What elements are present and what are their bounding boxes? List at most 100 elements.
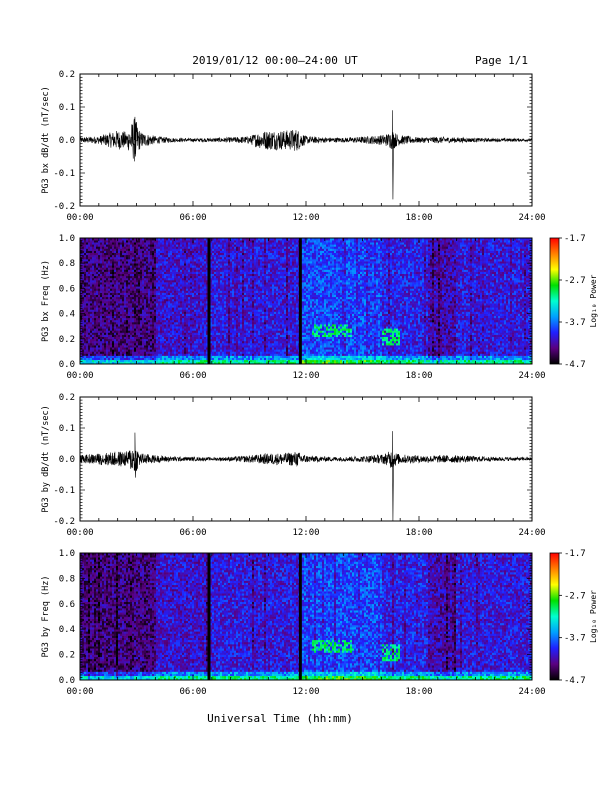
heatmap-cell: [236, 242, 238, 244]
heatmap-cell: [114, 280, 116, 282]
heatmap-cell: [94, 280, 96, 282]
heatmap-cell: [160, 312, 162, 314]
heatmap-cell: [214, 291, 216, 293]
heatmap-cell: [230, 320, 232, 322]
heatmap-cell: [86, 255, 88, 257]
heatmap-cell: [166, 341, 168, 343]
heatmap-cell: [176, 282, 178, 284]
heatmap-cell: [148, 274, 150, 276]
heatmap-cell: [194, 288, 196, 290]
heatmap-cell: [154, 309, 156, 311]
heatmap-cell: [138, 351, 140, 353]
heatmap-cell: [130, 265, 132, 267]
heatmap-cell: [142, 295, 144, 297]
heatmap-cell: [98, 280, 100, 282]
heatmap-cell: [220, 288, 222, 290]
heatmap-cell: [146, 242, 148, 244]
heatmap-cell: [128, 286, 130, 288]
heatmap-cell: [144, 333, 146, 335]
heatmap-cell: [88, 263, 90, 265]
heatmap-cell: [172, 246, 174, 248]
heatmap-cell: [118, 326, 120, 328]
heatmap-cell: [152, 288, 154, 290]
heatmap-cell: [212, 333, 214, 335]
heatmap-cell: [82, 251, 84, 253]
heatmap-cell: [158, 242, 160, 244]
heatmap-cell: [138, 274, 140, 276]
heatmap-cell: [236, 299, 238, 301]
heatmap-cell: [224, 257, 226, 259]
heatmap-cell: [170, 360, 172, 362]
heatmap-cell: [234, 242, 236, 244]
heatmap-cell: [120, 320, 122, 322]
heatmap-cell: [88, 278, 90, 280]
heatmap-cell: [176, 303, 178, 305]
heatmap-cell: [182, 316, 184, 318]
heatmap-cell: [200, 295, 202, 297]
heatmap-cell: [198, 255, 200, 257]
heatmap-cell: [156, 309, 158, 311]
heatmap-cell: [94, 305, 96, 307]
heatmap-cell: [170, 320, 172, 322]
heatmap-cell: [234, 257, 236, 259]
heatmap-cell: [94, 320, 96, 322]
heatmap-cell: [236, 330, 238, 332]
heatmap-cell: [182, 345, 184, 347]
heatmap-cell: [136, 284, 138, 286]
heatmap-cell: [184, 297, 186, 299]
heatmap-cell: [164, 255, 166, 257]
heatmap-cell: [226, 291, 228, 293]
heatmap-cell: [194, 286, 196, 288]
heatmap-cell: [186, 309, 188, 311]
heatmap-cell: [230, 257, 232, 259]
heatmap-cell: [184, 274, 186, 276]
heatmap-cell: [82, 259, 84, 261]
heatmap-cell: [194, 318, 196, 320]
heatmap-cell: [122, 251, 124, 253]
heatmap-cell: [106, 337, 108, 339]
heatmap-cell: [166, 257, 168, 259]
heatmap-cell: [96, 249, 98, 251]
heatmap-cell: [126, 330, 128, 332]
heatmap-cell: [84, 328, 86, 330]
heatmap-cell: [118, 351, 120, 353]
heatmap-cell: [186, 351, 188, 353]
heatmap-cell: [144, 263, 146, 265]
heatmap-cell: [162, 320, 164, 322]
heatmap-cell: [166, 244, 168, 246]
heatmap-cell: [176, 358, 178, 360]
heatmap-cell: [158, 251, 160, 253]
heatmap-cell: [90, 343, 92, 345]
heatmap-cell: [190, 312, 192, 314]
heatmap-cell: [140, 267, 142, 269]
heatmap-cell: [218, 253, 220, 255]
heatmap-cell: [94, 291, 96, 293]
heatmap-cell: [130, 253, 132, 255]
heatmap-cell: [180, 251, 182, 253]
heatmap-cell: [222, 249, 224, 251]
heatmap-cell: [186, 301, 188, 303]
heatmap-cell: [94, 246, 96, 248]
heatmap-cell: [102, 257, 104, 259]
heatmap-cell: [152, 265, 154, 267]
heatmap-cell: [232, 309, 234, 311]
series-line: [80, 110, 532, 199]
heatmap-cell: [132, 324, 134, 326]
heatmap-cell: [100, 307, 102, 309]
heatmap-cell: [114, 328, 116, 330]
heatmap-cell: [192, 295, 194, 297]
heatmap-cell: [220, 259, 222, 261]
heatmap-cell: [216, 343, 218, 345]
heatmap-cell: [150, 284, 152, 286]
heatmap-cell: [226, 345, 228, 347]
heatmap-cell: [100, 301, 102, 303]
heatmap-cell: [140, 320, 142, 322]
heatmap-cell: [156, 261, 158, 263]
heatmap-cell: [144, 253, 146, 255]
heatmap-cell: [160, 270, 162, 272]
heatmap-cell: [156, 303, 158, 305]
heatmap-cell: [112, 240, 114, 242]
heatmap-cell: [170, 314, 172, 316]
heatmap-cell: [212, 345, 214, 347]
heatmap-cell: [172, 257, 174, 259]
